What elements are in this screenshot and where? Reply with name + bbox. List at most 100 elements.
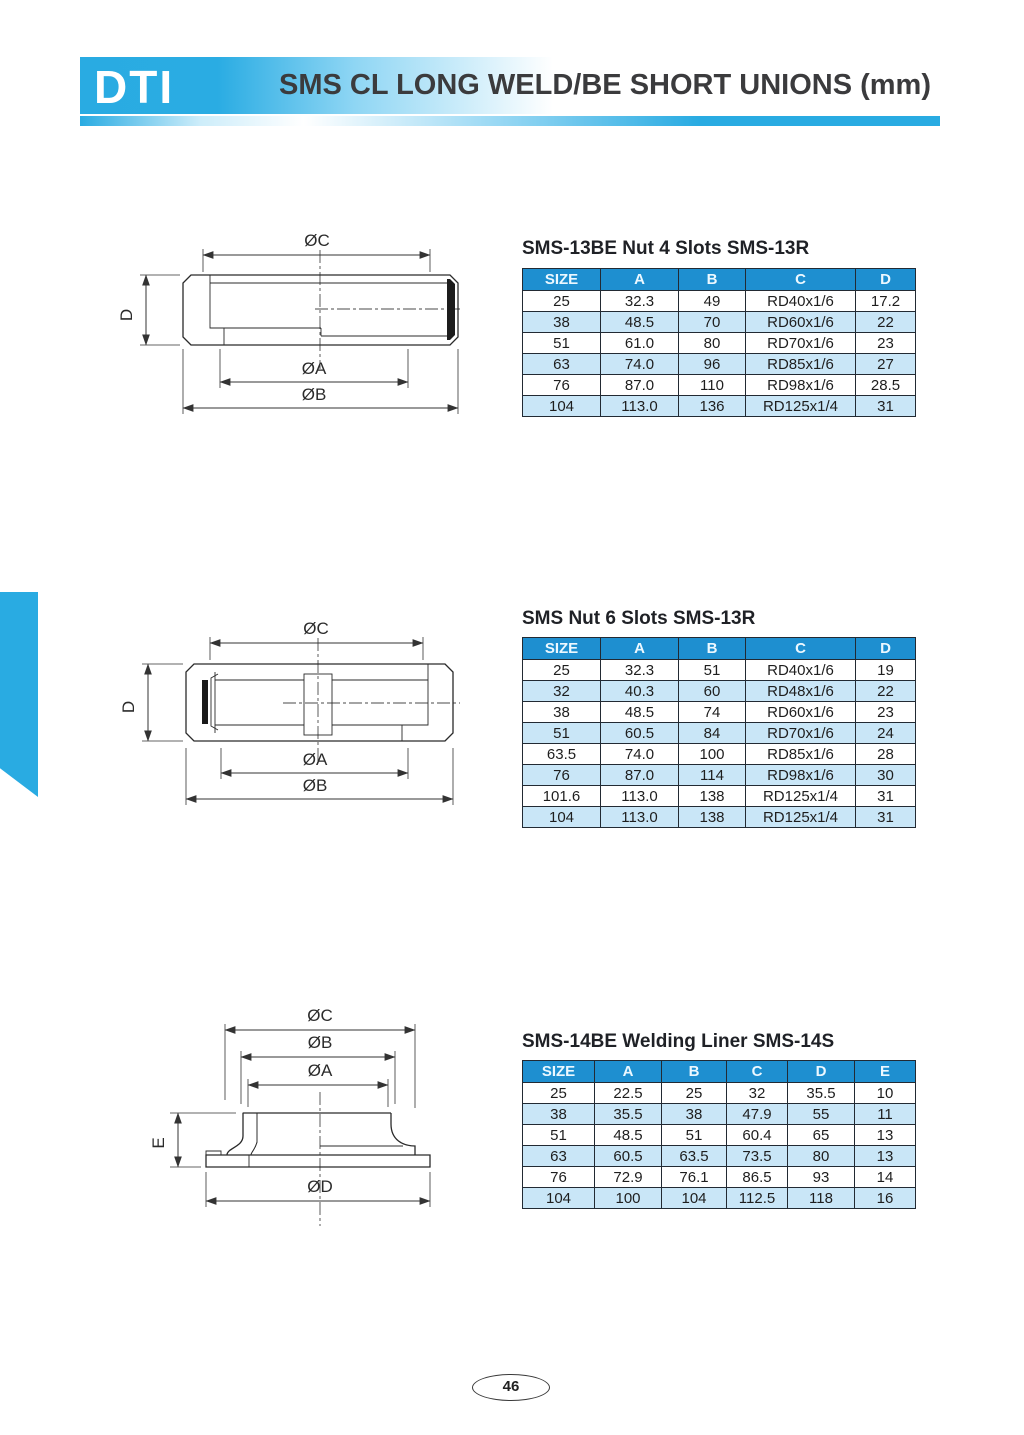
table-cell: 104 [522,395,601,417]
centerlines [315,250,463,369]
table-cell: 118 [787,1187,855,1209]
dimension-table-liner: SIZE A B C D E 25 22.5 25 32 35.5 10 38 35.5 38 47.9 55 1… [522,1060,916,1209]
dimension-oc: ØC [202,231,431,272]
table-cell: 61.0 [600,332,679,354]
table-cell: 31 [855,395,916,417]
table-cell: 14 [854,1166,916,1188]
table-cell: 22.5 [594,1082,662,1104]
table-cell: 25 [661,1082,727,1104]
column-header: SIZE [522,637,601,660]
table-cell: 13 [854,1145,916,1167]
column-header: B [678,268,746,291]
table-cell: 40.3 [600,680,679,702]
nut-4-slots-drawing: ØC D ØA ØB [118,222,498,437]
page-number: 46 [502,1378,520,1395]
table-cell: 84 [678,722,746,744]
table-row: 101.6 113.0 138 RD125x1/4 31 [522,785,916,807]
table-cell: 48.5 [594,1124,662,1146]
table-cell: 55 [787,1103,855,1125]
table-cell: 80 [787,1145,855,1167]
table-cell: 93 [787,1166,855,1188]
table-cell: 38 [522,1103,595,1125]
table-cell: 80 [678,332,746,354]
dim-label-ob: ØB [308,1033,333,1052]
table-cell: 104 [661,1187,727,1209]
table-cell: 49 [678,290,746,312]
dimension-e: E [149,1112,236,1168]
table-row: 25 32.3 49 RD40x1/6 17.2 [522,290,916,312]
table-cell: 51 [661,1124,727,1146]
dim-label-oc: ØC [303,619,329,638]
table-row: 51 60.5 84 RD70x1/6 24 [522,722,916,744]
dim-label-oc: ØC [304,231,330,250]
dim-label-oa: ØA [302,359,327,378]
table-cell: 51 [678,659,746,681]
table-cell: 113.0 [600,785,679,807]
table-row: 104 113.0 136 RD125x1/4 31 [522,395,916,417]
table-cell: 32 [522,680,601,702]
dim-label-oc: ØC [307,1006,333,1025]
table-row: 38 48.5 74 RD60x1/6 23 [522,701,916,723]
table-cell: 51 [522,1124,595,1146]
dimension-ob: ØB [240,1033,396,1104]
column-header: SIZE [522,1060,595,1083]
table-cell: 100 [678,743,746,765]
dim-label-ob: ØB [302,385,327,404]
table-cell: RD125x1/4 [745,806,856,828]
table-row: 32 40.3 60 RD48x1/6 22 [522,680,916,702]
dimension-d: D [118,274,180,346]
table-cell: 86.5 [726,1166,788,1188]
dimension-oc: ØC [224,1006,416,1108]
dimension-oa: ØA [220,748,409,779]
table-cell: RD70x1/6 [745,722,856,744]
table-cell: 63.5 [661,1145,727,1167]
table-cell: 136 [678,395,746,417]
table-cell: 23 [855,332,916,354]
table-cell: 31 [855,806,916,828]
table-cell: RD40x1/6 [745,659,856,681]
table-cell: 60.5 [600,722,679,744]
table-cell: 11 [854,1103,916,1125]
table-cell: 76 [522,1166,595,1188]
table-cell: 113.0 [600,806,679,828]
table-cell: 19 [855,659,916,681]
table-title-liner: SMS-14BE Welding Liner SMS-14S [522,1031,835,1052]
table-cell: 23 [855,701,916,723]
brand-logo: DTI [94,61,175,113]
table-cell: 28.5 [855,374,916,396]
column-header: D [787,1060,855,1083]
table-row: 63 74.0 96 RD85x1/6 27 [522,353,916,375]
table-cell: 101.6 [522,785,601,807]
table-cell: 60.4 [726,1124,788,1146]
dim-label-od: ØD [307,1177,333,1196]
table-cell: RD98x1/6 [745,764,856,786]
dimension-oc: ØC [209,619,424,660]
column-header: A [600,637,679,660]
header-underline [80,116,940,126]
table-cell: 74.0 [600,743,679,765]
dimension-ob: ØB [182,349,459,414]
dimension-ob: ØB [185,748,454,805]
dimension-table-nut4: SIZE A B C D 25 32.3 49 RD40x1/6 17.2 38 48.5 70 RD60… [522,268,916,417]
table-cell: 70 [678,311,746,333]
table-cell: 38 [522,701,601,723]
table-cell: 48.5 [600,311,679,333]
liner-body-outline [205,1112,431,1168]
column-header: B [661,1060,727,1083]
table-row: 63 60.5 63.5 73.5 80 13 [522,1145,916,1167]
nut-body-outline [185,663,454,742]
table-cell: RD125x1/4 [745,785,856,807]
table-cell: 138 [678,785,746,807]
table-row: 63.5 74.0 100 RD85x1/6 28 [522,743,916,765]
dim-label-ob: ØB [303,776,328,795]
dim-label-oa: ØA [308,1061,333,1080]
table-cell: 51 [522,332,601,354]
column-header: C [745,268,856,291]
table-cell: 10 [854,1082,916,1104]
table-cell: 63 [522,1145,595,1167]
table-cell: 76 [522,374,601,396]
dimension-d: D [119,663,183,742]
table-cell: 87.0 [600,374,679,396]
dimension-oa: ØA [247,1061,389,1107]
nut-body-outline [182,274,459,346]
